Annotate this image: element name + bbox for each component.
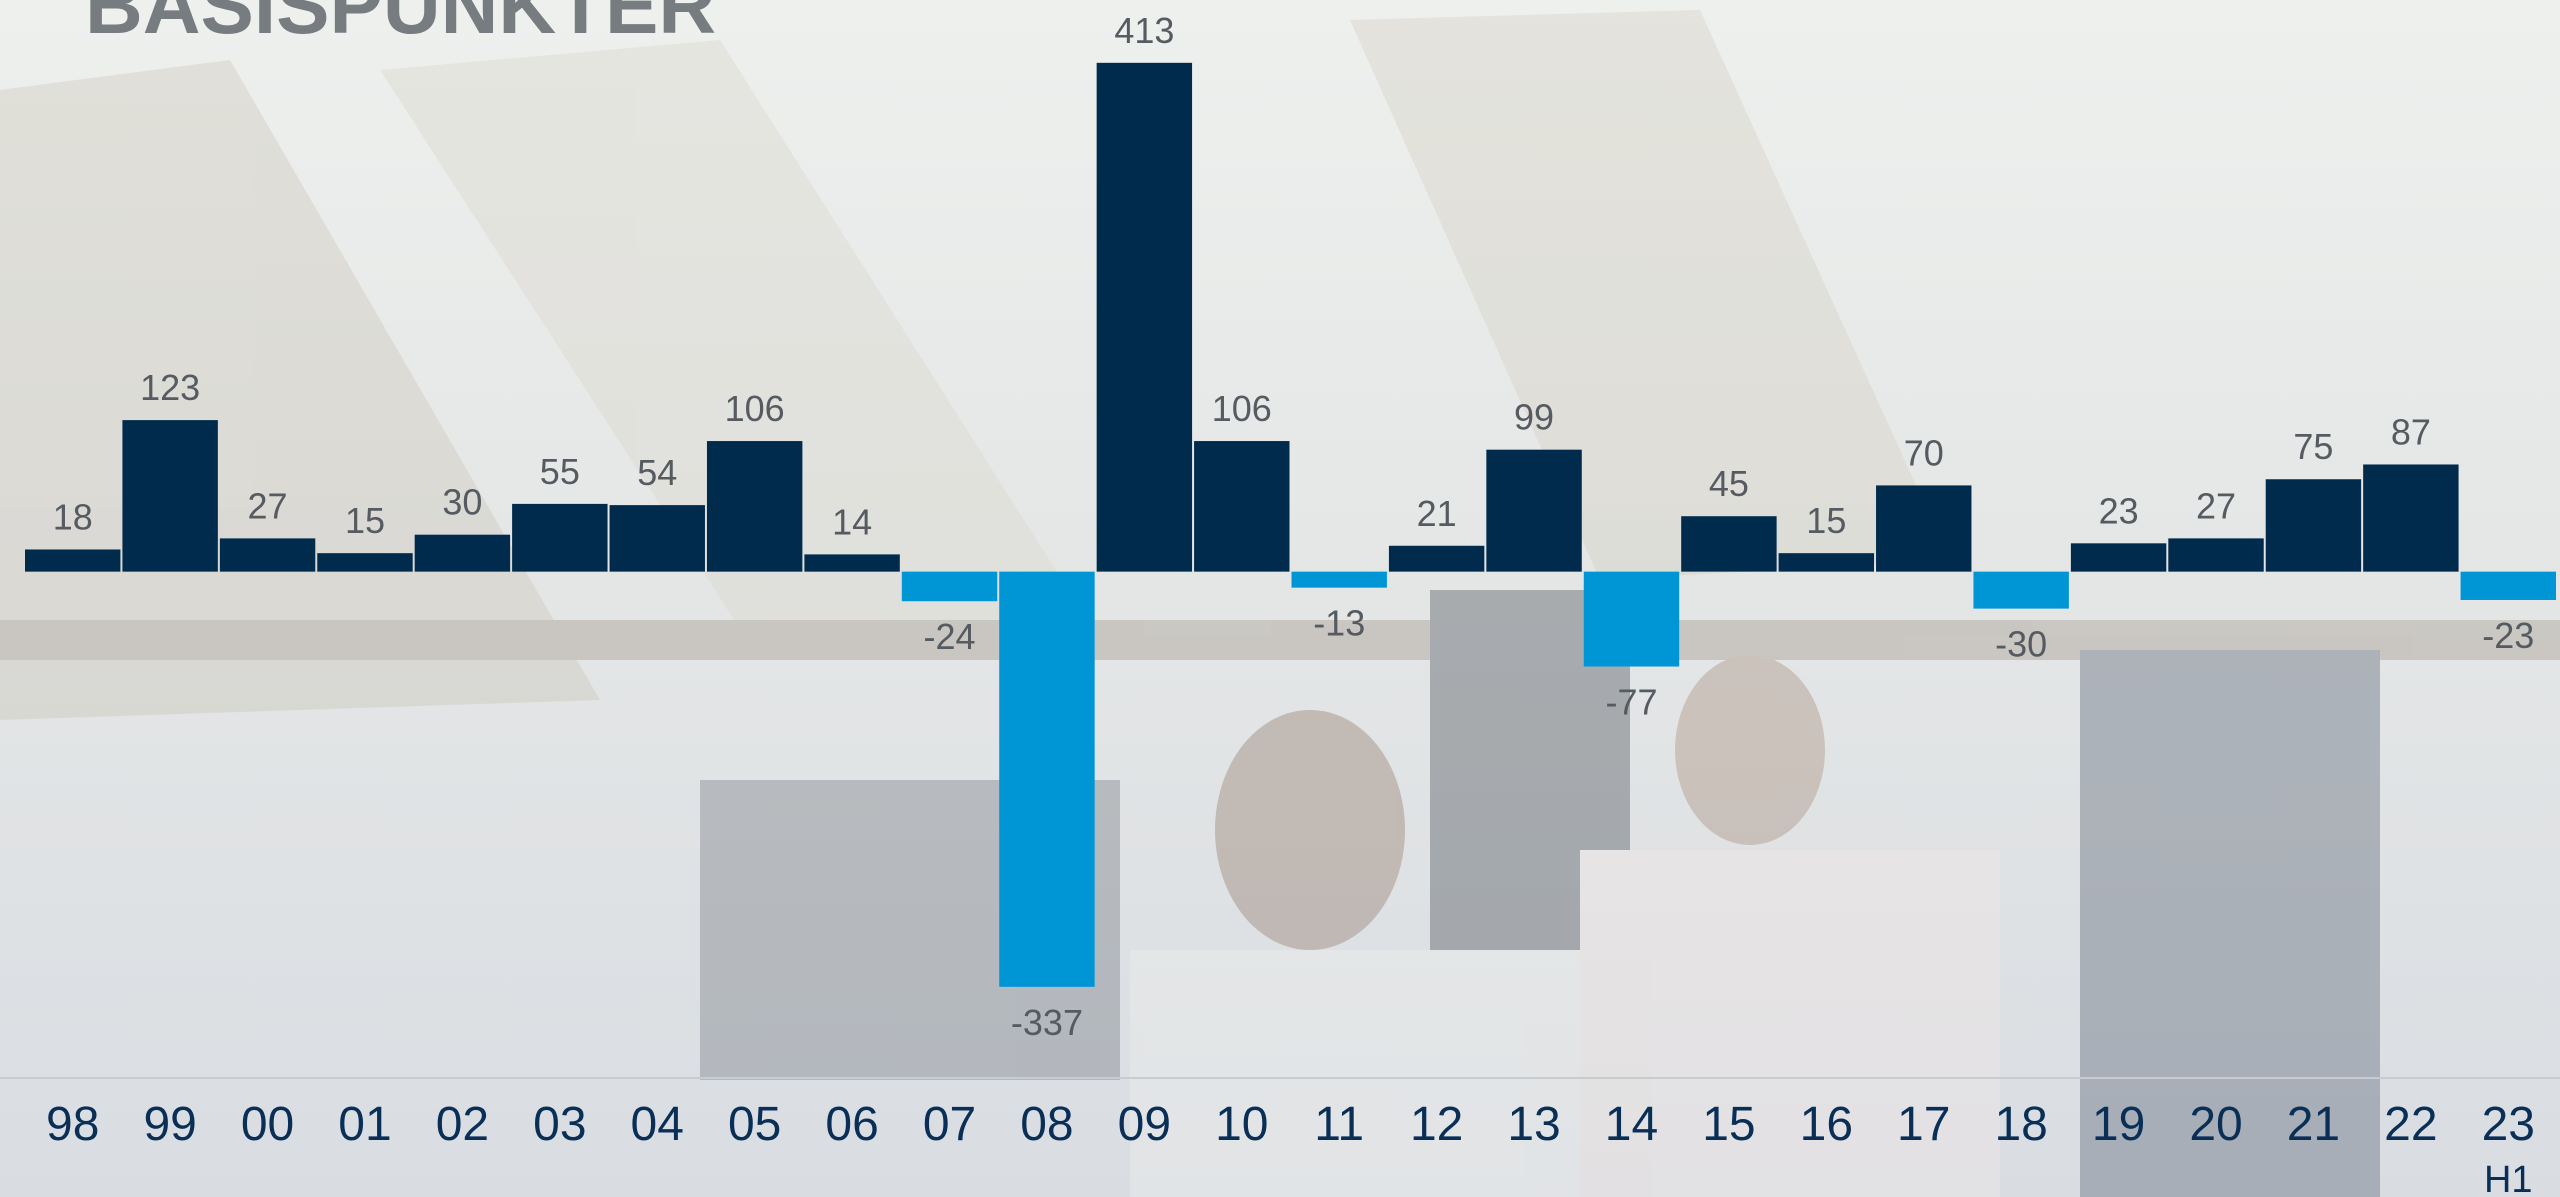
data-label: -30 bbox=[1995, 624, 2047, 665]
bar bbox=[901, 571, 998, 602]
x-tick-label: 06 bbox=[825, 1098, 878, 1151]
bar bbox=[512, 503, 608, 572]
data-label: 54 bbox=[637, 452, 677, 493]
bar bbox=[804, 554, 900, 572]
data-label: -337 bbox=[1011, 1002, 1083, 1043]
x-tick-label: 03 bbox=[533, 1098, 586, 1151]
bar bbox=[1096, 62, 1193, 572]
bar bbox=[1973, 571, 2069, 609]
bar bbox=[1778, 553, 1875, 572]
bar bbox=[1486, 449, 1582, 572]
bar bbox=[1681, 516, 1777, 572]
bar bbox=[219, 538, 316, 572]
x-tick-label: 11 bbox=[1314, 1098, 1364, 1151]
data-label: 106 bbox=[1212, 388, 1272, 429]
bar bbox=[1291, 571, 1387, 588]
x-tick-label: 12 bbox=[1410, 1098, 1463, 1151]
x-tick-label: 15 bbox=[1702, 1098, 1755, 1151]
x-tick-label: 04 bbox=[631, 1098, 684, 1151]
x-tick-label: 17 bbox=[1897, 1098, 1950, 1151]
data-label: 413 bbox=[1114, 10, 1174, 51]
data-label: 99 bbox=[1514, 397, 1554, 438]
data-label: 123 bbox=[140, 367, 200, 408]
background-photo bbox=[0, 10, 2560, 1197]
bar bbox=[25, 549, 121, 572]
data-label: 27 bbox=[248, 485, 288, 526]
data-label: 75 bbox=[2293, 426, 2333, 467]
data-label: 15 bbox=[345, 500, 385, 541]
bar bbox=[317, 553, 413, 572]
bar bbox=[1388, 545, 1485, 572]
x-tick-label: 10 bbox=[1215, 1098, 1268, 1151]
bar bbox=[2168, 538, 2264, 572]
data-label: 18 bbox=[53, 496, 93, 537]
data-label: -24 bbox=[924, 616, 976, 657]
x-tick-label: 02 bbox=[436, 1098, 489, 1151]
x-tick-label: 01 bbox=[338, 1098, 391, 1151]
bar bbox=[999, 571, 1095, 987]
data-label: 14 bbox=[832, 501, 872, 542]
x-tick-label: 13 bbox=[1507, 1098, 1560, 1151]
bar bbox=[609, 505, 705, 572]
bar bbox=[2070, 543, 2167, 572]
x-tick-label: 08 bbox=[1020, 1098, 1073, 1151]
data-label: 106 bbox=[725, 388, 785, 429]
data-label: -13 bbox=[1313, 603, 1365, 644]
bar bbox=[122, 420, 218, 572]
bar bbox=[1583, 571, 1680, 667]
data-label: 23 bbox=[2099, 490, 2139, 531]
x-tick-label: 98 bbox=[46, 1098, 99, 1151]
x-tick-label: 07 bbox=[923, 1098, 976, 1151]
data-label: 15 bbox=[1806, 500, 1846, 541]
data-label: -77 bbox=[1605, 682, 1657, 723]
data-label: 87 bbox=[2391, 411, 2431, 452]
x-tick-label: 99 bbox=[143, 1098, 196, 1151]
bar bbox=[414, 534, 511, 572]
data-label: 70 bbox=[1904, 432, 1944, 473]
bar bbox=[1876, 485, 1972, 572]
x-tick-label: 18 bbox=[1994, 1098, 2047, 1151]
bar bbox=[2363, 464, 2459, 572]
x-tick-label: 16 bbox=[1800, 1098, 1853, 1151]
chart-title: BASISPUNKTER bbox=[85, 0, 716, 50]
x-tick-label: 22 bbox=[2384, 1098, 2437, 1151]
bar bbox=[2460, 571, 2556, 600]
x-tick-label: 14 bbox=[1605, 1098, 1658, 1151]
data-label: 27 bbox=[2196, 485, 2236, 526]
bar bbox=[2265, 479, 2362, 572]
x-tick-label: 19 bbox=[2092, 1098, 2145, 1151]
x-tick-label: 21 bbox=[2287, 1098, 2340, 1151]
x-tick-label: 20 bbox=[2189, 1098, 2242, 1151]
x-tick-label: 05 bbox=[728, 1098, 781, 1151]
data-label: -23 bbox=[2482, 615, 2534, 656]
x-tick-label: 23 H1 bbox=[2482, 1098, 2535, 1197]
data-label: 45 bbox=[1709, 463, 1749, 504]
bar bbox=[1194, 441, 1290, 572]
x-tick-label: 00 bbox=[241, 1098, 294, 1151]
x-tick-label: 09 bbox=[1118, 1098, 1171, 1151]
data-label: 30 bbox=[442, 482, 482, 523]
data-label: 21 bbox=[1417, 493, 1457, 534]
bar bbox=[706, 441, 803, 572]
data-label: 55 bbox=[540, 451, 580, 492]
